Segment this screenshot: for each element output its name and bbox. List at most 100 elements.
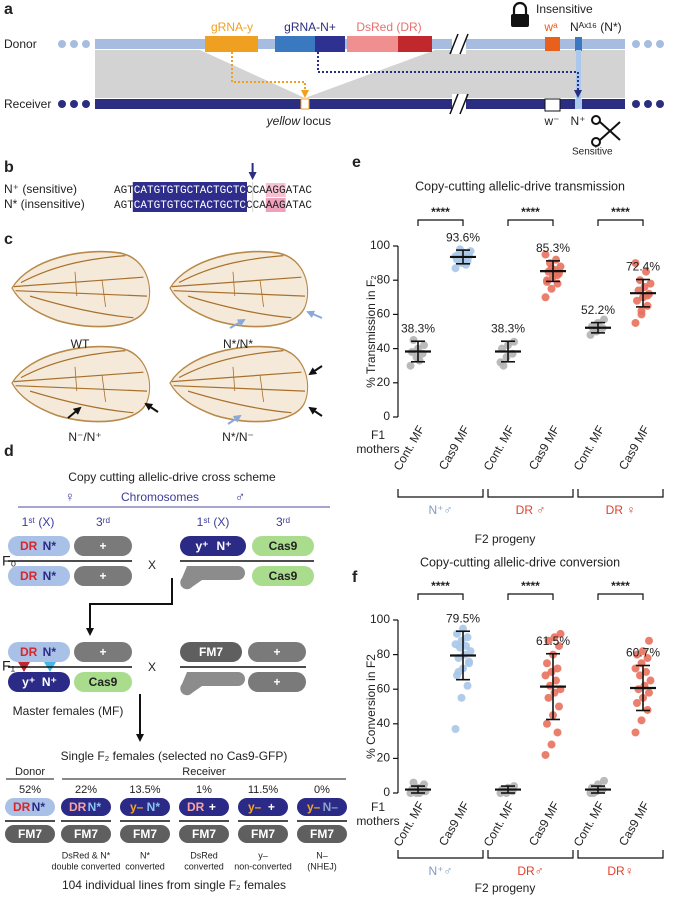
nax-label: Nᴬˣ¹⁶ (N*) — [570, 20, 622, 34]
data-point — [541, 293, 550, 302]
data-point — [409, 778, 418, 787]
pam-highlight — [265, 183, 286, 197]
allele-label: Cas9 — [89, 675, 118, 689]
data-point — [541, 671, 550, 680]
significance-bracket — [417, 219, 464, 226]
sequence-segment: AAG — [266, 200, 286, 212]
data-point — [543, 659, 551, 668]
y-axis-label: % Transmission in F₂ — [364, 275, 378, 388]
class-caption: double converted — [51, 861, 120, 871]
class-caption: (NHEJ) — [307, 861, 337, 871]
data-point — [631, 728, 640, 737]
y-chromosome — [180, 566, 245, 590]
significance-label: **** — [431, 579, 450, 593]
circle-shape — [82, 40, 90, 48]
wing-arrow — [144, 402, 159, 413]
grna-n-target — [317, 52, 582, 98]
row-label: F1 — [371, 800, 385, 814]
y-tick-label: 40 — [377, 716, 391, 730]
panel-label: f — [352, 569, 358, 586]
sequence-name: N⁺ (sensitive) — [4, 182, 77, 196]
data-point — [553, 728, 562, 737]
row-label: mothers — [356, 442, 399, 456]
grna-n-box — [275, 36, 315, 52]
group-label: DR♂ — [517, 864, 543, 878]
panel-label: b — [4, 159, 14, 176]
allele-label: FM7 — [74, 827, 98, 841]
data-point — [555, 702, 563, 711]
dsred-box — [347, 36, 398, 52]
group-label: DR ♀ — [606, 503, 636, 517]
y-chromosome — [180, 672, 245, 696]
insensitive-label: Insensitive — [536, 2, 593, 16]
scheme-footer: 104 individual lines from single F₂ fema… — [62, 878, 286, 892]
allele-label: DR — [187, 800, 205, 814]
data-point — [544, 693, 553, 702]
value-label: 79.5% — [446, 611, 480, 625]
data-point — [463, 681, 472, 690]
chromosome — [120, 825, 170, 843]
group-bracket — [487, 850, 574, 859]
wing-arrow — [308, 365, 323, 376]
yellow-site — [300, 98, 310, 110]
sensitive-label: Sensitive — [572, 147, 613, 158]
group-bracket — [397, 850, 484, 859]
data-point — [643, 654, 652, 663]
chromosome — [8, 642, 70, 662]
data-point — [409, 336, 418, 345]
wing-arrow — [227, 414, 242, 425]
chromosome — [238, 825, 288, 843]
allele-label: Cas9 — [269, 539, 298, 553]
panel-label: c — [4, 231, 13, 248]
significance-label: **** — [611, 579, 630, 593]
sequence-name: N* (insensitive) — [4, 197, 85, 211]
group-label: DR♀ — [607, 864, 633, 878]
data-point — [552, 255, 560, 264]
value-label: 38.3% — [401, 321, 435, 335]
data-point — [631, 664, 640, 673]
y-tick-label: 40 — [377, 341, 391, 355]
data-point — [552, 676, 560, 685]
x-tick-label: Cas9 MF — [616, 423, 652, 472]
chromosome-header: 1ˢᵗ (X) — [22, 515, 55, 529]
receiver-chromosome — [95, 99, 625, 109]
data-point — [466, 247, 475, 256]
allele-label: DR — [20, 569, 38, 583]
allele-label: y⁺ — [22, 675, 35, 689]
allele-label: N* — [43, 569, 57, 583]
lock-icon — [511, 1, 529, 27]
class-caption: DsRed & N* — [62, 850, 111, 860]
guide-highlight — [132, 182, 247, 212]
x-tick-label: Cas9 MF — [616, 799, 652, 848]
allele-label: N* — [43, 539, 57, 553]
data-point — [633, 699, 641, 708]
chart-title: Copy-cutting allelic-drive transmission — [415, 179, 625, 193]
data-point — [544, 636, 553, 645]
data-point — [406, 361, 415, 370]
circle-shape — [632, 40, 640, 48]
chromosome — [5, 798, 55, 816]
scheme-title: Copy cutting allelic-drive cross scheme — [68, 470, 276, 484]
data-point — [637, 306, 646, 315]
group-label: N⁺♂ — [429, 503, 453, 517]
chromosome — [74, 642, 132, 662]
y-tick-label: 20 — [377, 751, 391, 765]
path-shape — [449, 93, 469, 115]
x-axis-label: F2 progeny — [475, 532, 536, 546]
group-bracket — [397, 489, 484, 498]
group-bracket — [577, 850, 664, 859]
chromosome — [8, 536, 70, 556]
data-point — [415, 356, 424, 365]
data-point — [646, 676, 655, 685]
donor-label: Donor — [4, 37, 37, 51]
allele-label: FM7 — [192, 827, 216, 841]
data-point — [642, 667, 650, 676]
circle-shape — [70, 40, 78, 48]
sequence-segment: AGT — [114, 200, 134, 212]
allele-label: y– — [130, 800, 144, 814]
chromosome — [74, 536, 132, 556]
x-axis-label: F2 progeny — [475, 881, 536, 895]
data-point — [600, 315, 608, 324]
n-plus-box — [575, 99, 582, 109]
chromosome — [297, 825, 347, 843]
